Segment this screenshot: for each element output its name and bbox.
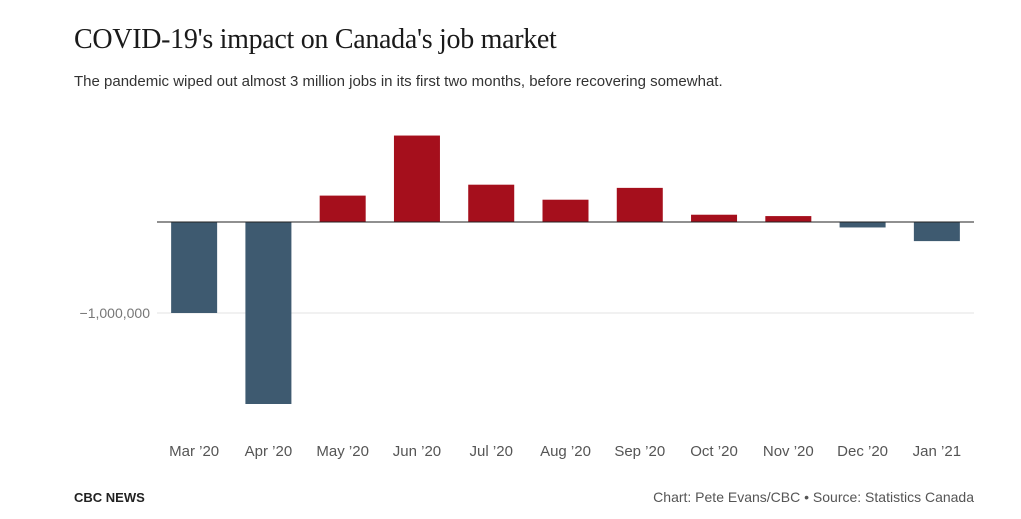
x-tick-label: Jan ’21 bbox=[913, 443, 961, 460]
bar bbox=[913, 222, 960, 242]
bar bbox=[542, 199, 589, 222]
y-tick-label: −1,000,000 bbox=[80, 305, 151, 321]
bar bbox=[171, 222, 218, 313]
chart-subtitle: The pandemic wiped out almost 3 million … bbox=[74, 73, 723, 90]
x-tick-label: Sep ’20 bbox=[614, 443, 665, 460]
x-tick-label: Dec ’20 bbox=[837, 443, 888, 460]
x-tick-label: Jun ’20 bbox=[393, 443, 441, 460]
bar bbox=[839, 222, 886, 228]
source-credit: Chart: Pete Evans/CBC • Source: Statisti… bbox=[653, 489, 974, 505]
x-tick-label: Mar ’20 bbox=[169, 443, 219, 460]
bar bbox=[616, 187, 663, 222]
x-tick-label: Jul ’20 bbox=[470, 443, 513, 460]
bar bbox=[393, 135, 440, 222]
bar bbox=[468, 184, 515, 222]
bar bbox=[245, 222, 292, 404]
bar bbox=[319, 195, 366, 222]
bar bbox=[765, 216, 812, 222]
chart-title: COVID-19's impact on Canada's job market bbox=[74, 24, 557, 55]
brand-label: CBC NEWS bbox=[74, 490, 145, 505]
x-tick-label: Aug ’20 bbox=[540, 443, 591, 460]
bar bbox=[691, 214, 738, 222]
x-tick-label: Oct ’20 bbox=[690, 443, 738, 460]
x-tick-label: May ’20 bbox=[316, 443, 369, 460]
x-tick-label: Nov ’20 bbox=[763, 443, 814, 460]
x-tick-label: Apr ’20 bbox=[245, 443, 293, 460]
